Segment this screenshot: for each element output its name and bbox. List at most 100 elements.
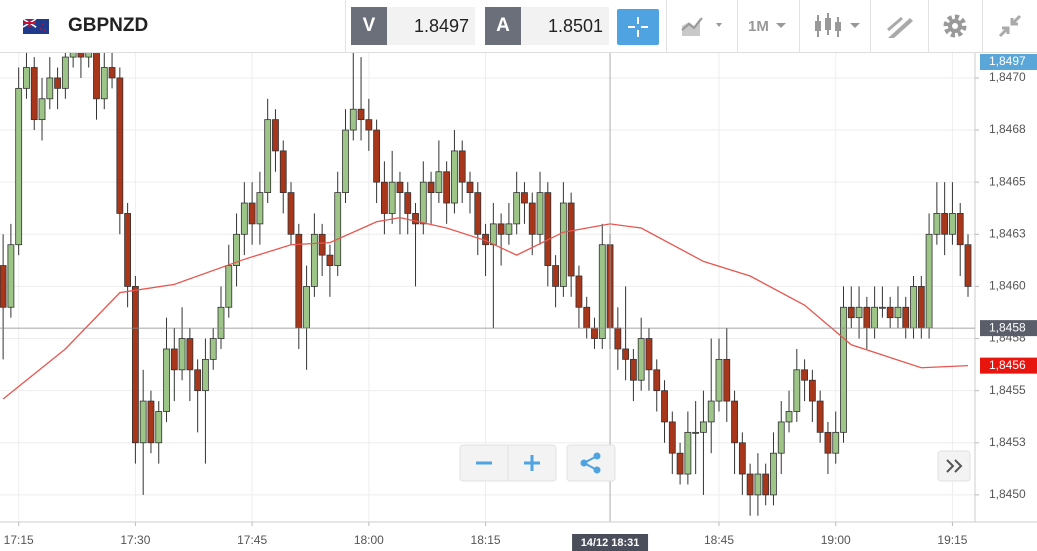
candle-body	[451, 150, 458, 204]
candle-body	[591, 327, 598, 339]
candle-body	[863, 306, 871, 329]
y-tick-label: 1,8463	[989, 226, 1026, 240]
candle-body	[272, 119, 279, 152]
draw-button[interactable]	[880, 0, 920, 52]
candle-body	[902, 306, 910, 329]
ask-label[interactable]: A	[485, 7, 521, 45]
candle-body	[707, 400, 715, 423]
zoom-controls	[459, 444, 971, 482]
candle-body	[30, 67, 38, 121]
candle-body	[233, 233, 240, 266]
candle-body	[147, 400, 155, 444]
candle-body	[412, 213, 419, 225]
x-tick-label: 17:30	[120, 533, 150, 547]
candle-body	[801, 369, 808, 381]
candle-body	[668, 421, 676, 454]
candle-body	[552, 265, 559, 287]
x-tick-label: 18:15	[471, 533, 501, 547]
candle-body	[917, 286, 925, 329]
candle-body	[808, 379, 816, 402]
separator	[345, 0, 346, 52]
share-icon	[580, 452, 601, 474]
y-tick-label: 1,8450	[989, 487, 1026, 501]
zoom-in-button[interactable]	[524, 455, 540, 471]
candle-body	[777, 421, 785, 454]
candle-body	[7, 244, 15, 308]
candle-body	[124, 213, 132, 287]
candle-body	[443, 171, 451, 204]
y-tick-label: 1,8453	[989, 435, 1026, 449]
candle-body	[824, 431, 832, 454]
x-tick-label: 17:15	[4, 533, 34, 547]
candle-body	[295, 233, 303, 329]
chart-type-button[interactable]	[678, 0, 730, 52]
candle-body	[279, 150, 287, 193]
timeframe[interactable]: 1M	[748, 17, 769, 35]
share-button[interactable]	[566, 444, 616, 482]
candle-body	[404, 192, 412, 214]
candle-body	[108, 67, 116, 79]
candle-body	[474, 192, 482, 235]
crosshair-time-label: 14/12 18:31	[581, 537, 640, 549]
candle-body	[334, 192, 342, 266]
candle-body	[614, 327, 622, 350]
y-tick-label: 1,8460	[989, 279, 1026, 293]
ma-price-label: 1,8456	[989, 358, 1026, 372]
ask-price[interactable]: 1.8501	[521, 7, 609, 45]
candle-body	[178, 338, 186, 371]
candle-body	[731, 400, 738, 444]
candle-body	[544, 192, 552, 266]
candle-body	[310, 233, 318, 287]
separator	[982, 0, 983, 52]
candle-body	[248, 202, 256, 225]
flag-icon	[22, 18, 49, 34]
y-tick-label: 1,8470	[989, 70, 1026, 84]
candle-body	[357, 108, 365, 121]
symbol[interactable]: GBPNZD	[68, 15, 149, 36]
candle-body	[170, 348, 178, 371]
candle-body	[163, 348, 170, 412]
candle-body	[23, 67, 30, 89]
candle-body	[326, 254, 334, 266]
x-tick-label: 18:00	[354, 533, 384, 547]
candle-body	[38, 98, 46, 121]
candle-body	[318, 233, 326, 256]
bid-label[interactable]: V	[351, 7, 387, 45]
candle-body	[77, 53, 85, 58]
bid-price[interactable]: 1.8497	[387, 7, 475, 45]
candle-body	[692, 431, 700, 434]
candle-body	[816, 400, 824, 433]
settings-button[interactable]	[938, 0, 972, 52]
collapse-button[interactable]	[992, 0, 1028, 52]
candle-body	[396, 181, 404, 193]
candle-body	[653, 369, 661, 392]
ma-price-tag	[980, 357, 1037, 374]
candle-body	[949, 213, 956, 235]
candle-body	[54, 77, 61, 89]
candle-body	[466, 181, 474, 193]
candle-body	[629, 358, 637, 381]
candle-body	[910, 286, 917, 329]
candle-body	[225, 265, 233, 308]
candle-body	[536, 192, 544, 235]
candle-body	[15, 87, 23, 246]
x-tick-label: 18:45	[704, 533, 734, 547]
candle-type-button[interactable]	[810, 0, 862, 52]
chart: 1,8450 1,8453 1,8455 1,8458 1,8460 1,8463 1,84…	[0, 53, 1037, 551]
candle-body	[762, 473, 770, 496]
candle-body	[723, 358, 731, 402]
candle-body	[528, 202, 536, 235]
crosshair-button[interactable]	[617, 9, 659, 45]
candle-body	[435, 171, 443, 193]
candle-body	[116, 77, 124, 214]
candle-body	[505, 223, 513, 235]
candle-body	[497, 223, 505, 235]
separator	[666, 0, 667, 52]
candle-body	[380, 181, 388, 214]
axes: 1,8450 1,8453 1,8455 1,8458 1,8460 1,8463 1,84…	[4, 70, 1026, 547]
candle-body	[458, 150, 466, 183]
dropdown-arrow[interactable]	[774, 0, 788, 52]
candle-body	[186, 338, 194, 371]
candle-body	[785, 411, 793, 423]
